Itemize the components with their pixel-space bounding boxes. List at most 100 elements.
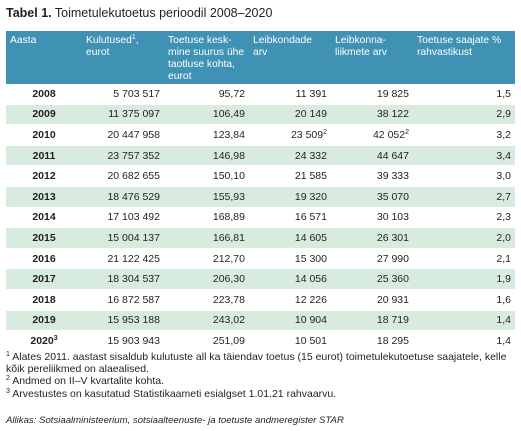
cell-leibkonnad: 15 300: [249, 248, 331, 270]
cell-liikmed: 18 295: [331, 330, 413, 352]
cell-year: 2018: [6, 289, 82, 311]
cell-liikmed: 38 122: [331, 104, 413, 126]
cell-keskmine: 251,09: [164, 330, 249, 352]
table-title-text: Toimetulekutoetus perioodil 2008–2020: [54, 6, 273, 20]
footnote-3: 3 Arvestustes on kasutatud Statistikaame…: [6, 387, 337, 400]
cell-leibkonnad: 11 391: [249, 84, 331, 105]
cell-keskmine: 95,72: [164, 84, 249, 105]
cell-liikmed: 42 0522: [331, 124, 413, 146]
cell-liikmed: 19 825: [331, 84, 413, 105]
cell-year: 2012: [6, 165, 82, 187]
cell-keskmine: 243,02: [164, 310, 249, 332]
table-row: 2010 20 447 958 123,84 23 5092 42 0522 3,2: [6, 124, 515, 146]
cell-keskmine: 223,78: [164, 289, 249, 311]
col-header-protsent: Toetuse saajate % rahvastikust: [413, 31, 515, 84]
cell-kulutused: 23 757 352: [82, 145, 164, 167]
cell-kulutused: 16 872 587: [82, 289, 164, 311]
cell-kulutused: 15 953 188: [82, 310, 164, 332]
cell-leibkonnad: 21 585: [249, 165, 331, 187]
cell-protsent: 2,9: [413, 104, 515, 126]
cell-leibkonnad: 19 320: [249, 186, 331, 208]
cell-protsent: 3,4: [413, 145, 515, 167]
cell-liikmed: 27 990: [331, 248, 413, 270]
cell-kulutused: 15 903 943: [82, 330, 164, 352]
table-row: 2014 17 103 492 168,89 16 571 30 103 2,3: [6, 207, 515, 229]
table-row: 2009 11 375 097 106,49 20 149 38 122 2,9: [6, 104, 515, 126]
cell-leibkonnad: 14 056: [249, 268, 331, 290]
cell-protsent: 1,9: [413, 268, 515, 290]
cell-kulutused: 17 103 492: [82, 207, 164, 229]
cell-year: 2008: [6, 84, 82, 105]
cell-leibkonnad: 20 149: [249, 104, 331, 126]
cell-liikmed: 25 360: [331, 268, 413, 290]
cell-protsent: 2,0: [413, 227, 515, 249]
cell-protsent: 2,3: [413, 207, 515, 229]
footnotes: 1 Alates 2011. aastast sisaldub kulutust…: [6, 351, 518, 400]
cell-liikmed: 44 647: [331, 145, 413, 167]
cell-year: 2009: [6, 104, 82, 126]
cell-keskmine: 106,49: [164, 104, 249, 126]
cell-keskmine: 168,89: [164, 207, 249, 229]
cell-keskmine: 212,70: [164, 248, 249, 270]
table-row: 20203 15 903 943 251,09 10 501 18 295 1,4: [6, 330, 515, 352]
footnote-2: 2 Andmed on II–V kvartalite kohta.: [6, 375, 165, 388]
cell-kulutused: 21 122 425: [82, 248, 164, 270]
cell-year: 20203: [6, 330, 82, 352]
cell-year: 2019: [6, 310, 82, 332]
cell-leibkonnad: 23 5092: [249, 124, 331, 146]
cell-year: 2013: [6, 186, 82, 208]
cell-year: 2011: [6, 145, 82, 167]
cell-leibkonnad: 10 904: [249, 310, 331, 332]
cell-kulutused: 11 375 097: [82, 104, 164, 126]
col-header-liikmed: Leibkonna-liikmete arv: [331, 31, 413, 84]
cell-liikmed: 18 719: [331, 310, 413, 332]
cell-kulutused: 18 304 537: [82, 268, 164, 290]
cell-leibkonnad: 24 332: [249, 145, 331, 167]
source-note: Allikas: Sotsiaalministeerium, sotsiaalt…: [6, 415, 344, 426]
table-row: 2016 21 122 425 212,70 15 300 27 990 2,1: [6, 248, 515, 270]
cell-protsent: 3,0: [413, 165, 515, 187]
cell-protsent: 1,4: [413, 330, 515, 352]
cell-protsent: 1,6: [413, 289, 515, 311]
table-row: 2015 15 004 137 166,81 14 605 26 301 2,0: [6, 227, 515, 249]
table-title: Tabel 1. Toimetulekutoetus perioodil 200…: [6, 6, 272, 21]
cell-year: 2015: [6, 227, 82, 249]
cell-kulutused: 5 703 517: [82, 84, 164, 105]
cell-kulutused: 20 682 655: [82, 165, 164, 187]
col-header-aasta: Aasta: [6, 31, 82, 84]
cell-liikmed: 20 931: [331, 289, 413, 311]
data-table: Aasta Kulutused1, eurot Toetuse kesk-min…: [6, 31, 515, 352]
header-row: Aasta Kulutused1, eurot Toetuse kesk-min…: [6, 31, 515, 84]
table-row: 2008 5 703 517 95,72 11 391 19 825 1,5: [6, 84, 515, 105]
table-row: 2012 20 682 655 150,10 21 585 39 333 3,0: [6, 165, 515, 187]
table-row: 2013 18 476 529 155,93 19 320 35 070 2,7: [6, 186, 515, 208]
cell-protsent: 1,5: [413, 84, 515, 105]
col-header-leibkonnad: Leibkondade arv: [249, 31, 331, 84]
cell-year: 2014: [6, 207, 82, 229]
cell-protsent: 3,2: [413, 124, 515, 146]
cell-leibkonnad: 16 571: [249, 207, 331, 229]
cell-protsent: 2,1: [413, 248, 515, 270]
cell-keskmine: 166,81: [164, 227, 249, 249]
cell-kulutused: 15 004 137: [82, 227, 164, 249]
table-row: 2017 18 304 537 206,30 14 056 25 360 1,9: [6, 268, 515, 290]
col-header-kulutused: Kulutused1, eurot: [82, 31, 164, 84]
cell-keskmine: 155,93: [164, 186, 249, 208]
table-number: Tabel 1.: [6, 6, 52, 20]
cell-leibkonnad: 14 605: [249, 227, 331, 249]
cell-keskmine: 146,98: [164, 145, 249, 167]
cell-liikmed: 35 070: [331, 186, 413, 208]
cell-keskmine: 123,84: [164, 124, 249, 146]
cell-year: 2010: [6, 124, 82, 146]
cell-liikmed: 26 301: [331, 227, 413, 249]
cell-liikmed: 39 333: [331, 165, 413, 187]
cell-protsent: 1,4: [413, 310, 515, 332]
cell-leibkonnad: 12 226: [249, 289, 331, 311]
cell-year: 2016: [6, 248, 82, 270]
table-row: 2018 16 872 587 223,78 12 226 20 931 1,6: [6, 289, 515, 311]
footnote-1: 1 Alates 2011. aastast sisaldub kulutust…: [6, 351, 507, 376]
cell-leibkonnad: 10 501: [249, 330, 331, 352]
cell-kulutused: 20 447 958: [82, 124, 164, 146]
cell-liikmed: 30 103: [331, 207, 413, 229]
cell-keskmine: 206,30: [164, 268, 249, 290]
